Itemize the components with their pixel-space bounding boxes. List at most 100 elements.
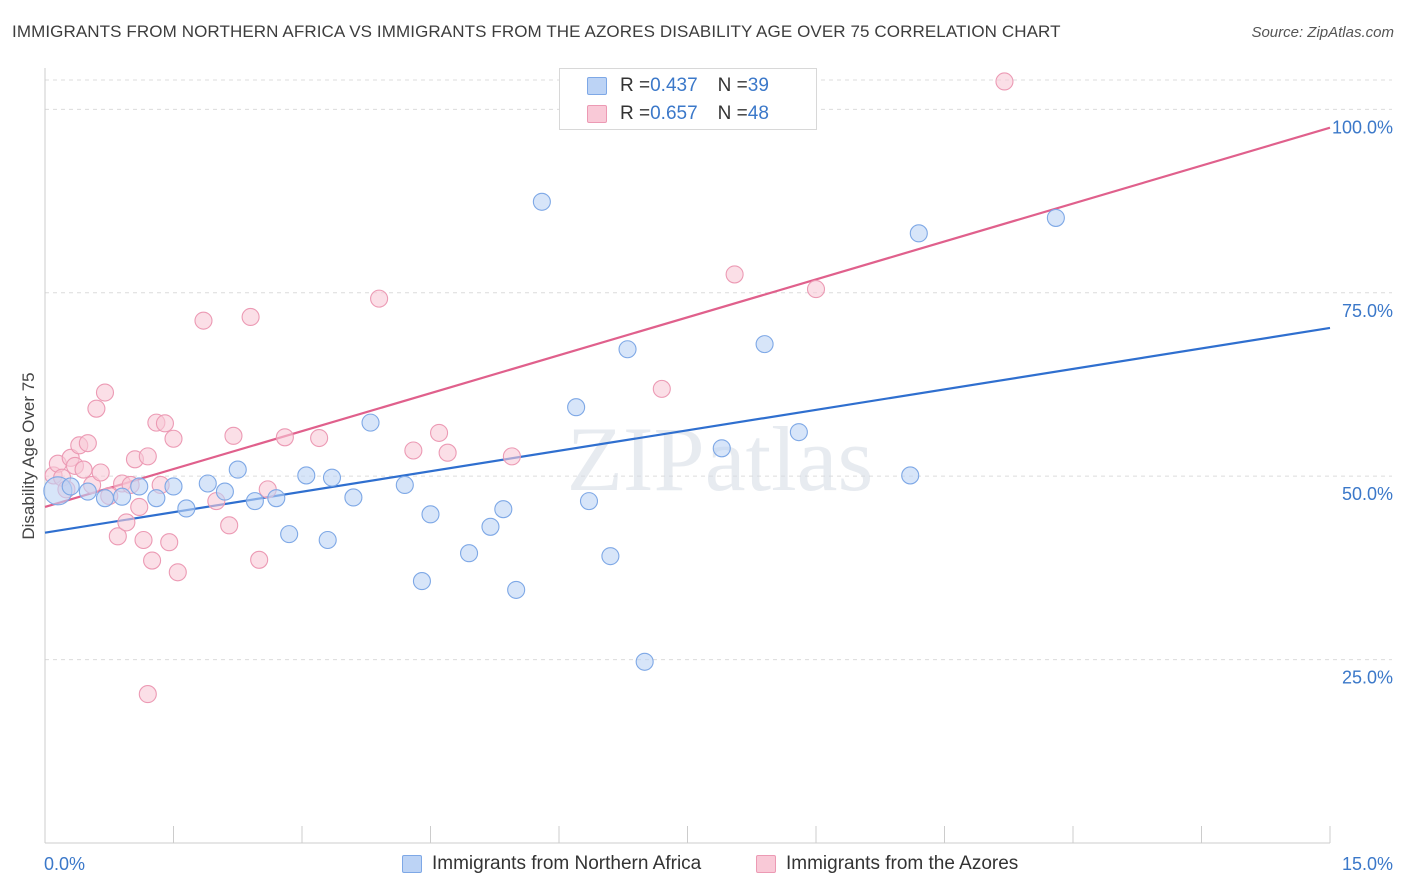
point-azores <box>91 463 110 482</box>
point-azores <box>310 428 329 448</box>
point-northern-africa <box>901 466 920 485</box>
point-northern-africa <box>1046 208 1065 227</box>
point-azores <box>275 428 294 447</box>
gridlines <box>45 79 1392 661</box>
point-azores <box>250 550 269 569</box>
point-northern-africa <box>344 488 363 507</box>
data-points <box>43 72 1065 704</box>
trend-line-azores <box>44 126 1331 509</box>
point-azores <box>117 513 136 532</box>
point-azores <box>194 311 213 330</box>
bottom-legend-swatch-pink <box>756 855 776 873</box>
point-azores <box>74 460 93 479</box>
point-northern-africa <box>113 487 132 506</box>
point-northern-africa <box>318 530 337 550</box>
point-northern-africa <box>567 398 586 417</box>
point-northern-africa <box>95 489 115 508</box>
bottom-legend-northern-africa: Immigrants from Northern Africa <box>402 852 701 876</box>
point-northern-africa <box>789 423 808 442</box>
tick-labels: 0.0% 15.0% 25.0% 50.0% 75.0% 100.0% <box>44 117 1393 874</box>
bottom-legend-azores: Immigrants from the Azores <box>756 852 1018 876</box>
point-azores <box>404 441 423 460</box>
bottom-legend-label: Immigrants from Northern Africa <box>432 853 702 874</box>
point-azores <box>438 443 457 462</box>
chart-title: IMMIGRANTS FROM NORTHERN AFRICA VS IMMIG… <box>12 22 1061 41</box>
point-northern-africa <box>635 652 654 671</box>
point-northern-africa <box>361 413 380 432</box>
point-northern-africa <box>395 475 414 495</box>
point-northern-africa <box>712 439 731 458</box>
legend-n-value: 39 <box>747 75 769 96</box>
point-northern-africa <box>755 335 774 354</box>
legend: R = 0.437 N = 39 R = 0.657 N = 48 <box>559 68 817 130</box>
point-northern-africa <box>421 505 440 524</box>
legend-n-label: N = <box>717 75 748 96</box>
point-azores <box>652 379 671 398</box>
point-azores <box>108 527 127 546</box>
point-northern-africa <box>481 517 500 536</box>
legend-swatch-pink <box>587 105 607 123</box>
point-northern-africa <box>601 547 620 566</box>
point-azores <box>806 280 826 299</box>
point-northern-africa <box>412 572 431 591</box>
point-northern-africa <box>130 477 149 496</box>
bottom-legend-label: Immigrants from the Azores <box>786 853 1019 874</box>
point-northern-africa <box>909 224 928 243</box>
legend-r-label: R = <box>620 75 651 96</box>
y-tick-label: 25.0% <box>1342 668 1393 688</box>
point-northern-africa <box>198 474 217 493</box>
point-azores <box>241 307 260 327</box>
point-northern-africa <box>147 489 166 508</box>
point-azores <box>130 497 149 517</box>
legend-row-azores: R = 0.657 N = 48 <box>560 101 769 127</box>
point-azores <box>160 533 179 552</box>
point-azores <box>95 383 115 402</box>
watermark: ZIPatlas <box>567 408 874 510</box>
point-northern-africa <box>280 525 299 544</box>
point-northern-africa <box>494 500 513 519</box>
point-northern-africa <box>297 466 316 485</box>
point-northern-africa <box>618 340 637 359</box>
point-northern-africa <box>177 499 196 518</box>
point-azores <box>168 563 187 582</box>
point-northern-africa <box>164 477 183 496</box>
point-azores <box>138 685 157 704</box>
y-tick-label: 50.0% <box>1342 484 1393 504</box>
legend-swatch-blue <box>587 77 607 95</box>
point-northern-africa <box>532 192 551 211</box>
point-northern-africa <box>245 492 264 511</box>
point-azores <box>87 399 106 418</box>
point-azores <box>134 530 153 550</box>
point-northern-africa <box>507 580 526 599</box>
point-northern-africa <box>322 468 342 487</box>
point-azores <box>138 447 157 466</box>
point-azores <box>224 426 243 445</box>
point-northern-africa <box>61 477 80 496</box>
point-azores <box>78 434 97 453</box>
point-northern-africa <box>78 482 97 501</box>
point-azores <box>143 551 162 570</box>
point-northern-africa <box>228 460 247 479</box>
legend-r-label: R = <box>620 103 651 124</box>
legend-n-value: 48 <box>747 103 769 124</box>
axes <box>44 68 1331 844</box>
y-axis-label: Disability Age Over 75 <box>19 372 38 539</box>
point-northern-africa <box>579 492 599 511</box>
legend-n-label: N = <box>717 103 748 124</box>
point-azores <box>370 289 389 308</box>
y-tick-label: 100.0% <box>1332 117 1393 137</box>
bottom-legend-swatch-blue <box>402 855 422 873</box>
chart-source: Source: ZipAtlas.com <box>1251 24 1394 41</box>
point-azores <box>155 414 174 433</box>
legend-row-northern-africa: R = 0.437 N = 39 <box>560 73 769 99</box>
x-tick-label: 0.0% <box>44 854 85 874</box>
point-azores <box>725 265 744 284</box>
point-azores <box>502 447 521 466</box>
point-azores <box>430 423 449 442</box>
x-tick-label: 15.0% <box>1342 854 1393 874</box>
point-northern-africa <box>267 489 286 508</box>
y-tick-label: 75.0% <box>1342 301 1393 321</box>
point-northern-africa <box>459 544 479 563</box>
point-azores <box>220 516 239 535</box>
